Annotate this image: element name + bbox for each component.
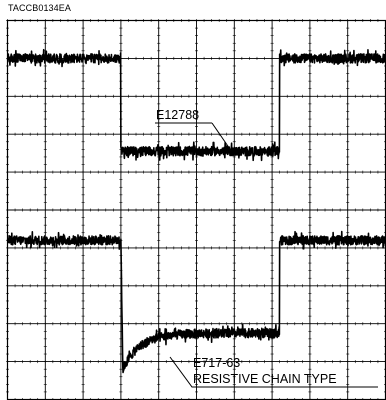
annotation-resistive-chain-label: RESISTIVE CHAIN TYPE [193, 372, 337, 386]
annotations: E12788 E717-63 RESISTIVE CHAIN TYPE [155, 108, 378, 388]
figure-id-label: TACCB0134EA [8, 3, 71, 13]
annotation-e12788-label: E12788 [156, 108, 199, 122]
trace-e717-63 [6, 230, 386, 374]
annotation-e717-63-leader [169, 356, 378, 388]
trace-e12788 [6, 48, 386, 162]
annotation-e12788-leader [211, 122, 233, 153]
grid [6, 19, 386, 400]
traces [6, 48, 386, 374]
annotation-e717-63-label: E717-63 [193, 356, 240, 370]
